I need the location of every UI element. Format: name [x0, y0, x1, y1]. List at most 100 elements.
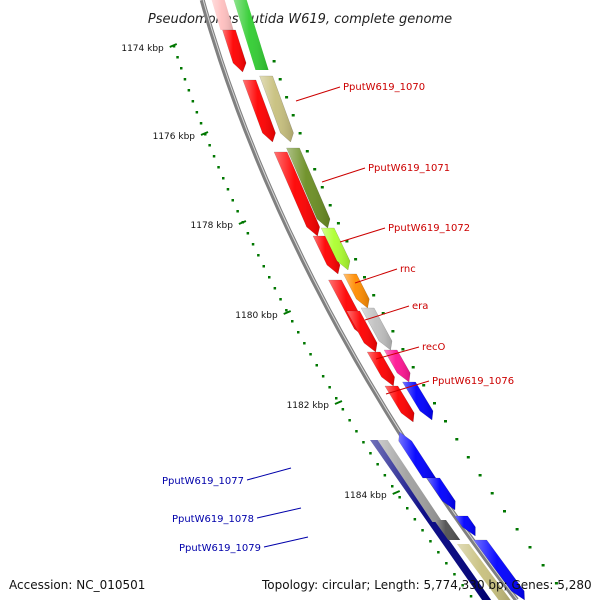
gc-dot-outer: [455, 438, 459, 441]
gc-dot-outer: [466, 456, 470, 459]
gene-label-pputw619_1077: PputW619_1077: [162, 476, 244, 487]
gc-dot-inner: [461, 584, 464, 587]
gc-dot-outer: [363, 276, 366, 279]
gc-dot-outer: [372, 294, 376, 297]
gc-dot-inner: [246, 232, 250, 235]
gc-dot-inner: [199, 122, 203, 125]
gc-dot-inner: [413, 518, 417, 521]
gc-dot-inner: [257, 254, 260, 257]
gene-label-pputw619_1072: PputW619_1072: [388, 223, 470, 234]
gc-dot-inner: [321, 375, 325, 378]
gc-dot-outer: [444, 420, 447, 423]
cds-arrow-shade: [426, 478, 456, 510]
gene-label-pputw619_1079: PputW619_1079: [179, 543, 261, 554]
gc-dot-inner: [437, 551, 440, 554]
gene-label-reco: recO: [422, 342, 446, 353]
gc-skew-dots: [172, 45, 558, 598]
leader-line: [263, 536, 309, 548]
leader-line: [321, 167, 366, 183]
gc-dot-inner: [262, 265, 265, 268]
kbp-tick-label: 1176 kbp: [153, 132, 196, 142]
leader-line: [375, 346, 420, 360]
gc-dot-outer: [411, 366, 415, 369]
kbp-tick-mark: [283, 310, 292, 315]
gene-arrow-pputw619_1076-shade: [402, 382, 433, 420]
gene-band-shade: [457, 544, 511, 600]
leader-line: [295, 86, 341, 102]
gc-dot-inner: [291, 320, 294, 323]
gc-dot-outer: [528, 546, 532, 549]
gc-dot-inner: [309, 353, 312, 356]
cds-arrow-shade: [222, 30, 247, 72]
gene-band-shade: [233, 0, 269, 70]
gc-dot-inner: [303, 342, 306, 345]
gc-dot-outer: [503, 510, 506, 513]
gc-dot-outer: [313, 168, 317, 171]
gc-dot-outer: [422, 384, 426, 387]
gc-dot-inner: [191, 100, 195, 103]
gc-dot-outer: [328, 204, 332, 207]
leader-line: [246, 467, 292, 481]
leader-line: [354, 268, 398, 284]
gc-dot-inner: [445, 562, 448, 565]
gene-labels: PputW619_1070 PputW619_1071 PputW619_1072r…: [162, 82, 514, 554]
gc-dot-inner: [421, 529, 424, 532]
gc-dot-inner: [273, 287, 277, 290]
gc-dot-inner: [369, 452, 372, 455]
gc-dot-inner: [195, 111, 199, 114]
kbp-tick-mark: [200, 131, 209, 136]
gc-dot-outer: [433, 402, 436, 405]
gc-dot-inner: [335, 397, 338, 400]
gc-dot-inner: [469, 595, 473, 598]
accession-text: Accession: NC_010501: [9, 578, 146, 592]
gc-dot-inner: [183, 78, 187, 81]
gc-dot-outer: [401, 348, 405, 351]
gc-dot-outer: [554, 582, 558, 585]
kbp-tick-mark: [392, 490, 401, 495]
gc-dot-inner: [208, 144, 211, 147]
gc-dot-outer: [381, 312, 385, 315]
gc-dot-inner: [429, 540, 432, 543]
gc-dot-inner: [222, 177, 225, 180]
gc-dot-outer: [278, 78, 282, 81]
cds-arrow-shade: [384, 386, 415, 422]
topology-text: Topology: circular; Length: 5,774,330 bp…: [262, 578, 592, 592]
gc-dot-outer: [272, 60, 276, 63]
gene-arrow-reco-shade: [384, 350, 411, 382]
gc-dot-inner: [226, 188, 230, 191]
leader-line: [364, 305, 410, 321]
kbp-tick-mark: [169, 43, 178, 48]
cds-arrow-shade: [313, 236, 340, 274]
cds-arrow-shade: [473, 540, 525, 600]
gene-label-pputw619_1076: PputW619_1076: [432, 376, 514, 387]
gc-dot-inner: [376, 463, 379, 466]
gc-dot-outer: [320, 186, 324, 189]
gc-dot-inner: [297, 331, 300, 334]
gene-arrow-rnc-shade: [343, 274, 370, 308]
gc-dot-inner: [328, 386, 331, 389]
gene-arrow-pputw619_1072-shade: [321, 228, 350, 270]
gc-dot-outer: [298, 132, 302, 135]
gc-dot-inner: [285, 309, 288, 312]
gc-dot-inner: [279, 298, 282, 301]
gc-dot-inner: [391, 485, 394, 488]
gc-dot-outer: [541, 564, 545, 567]
cds-arrow-shade: [398, 432, 436, 478]
gc-dot-inner: [268, 276, 271, 279]
gc-dot-inner: [236, 210, 239, 213]
gc-dot-outer: [515, 528, 519, 531]
cds-arrow-shade: [211, 0, 234, 30]
gc-dot-inner: [398, 496, 401, 499]
gc-dot-inner: [315, 364, 318, 367]
gc-dot-outer: [354, 258, 358, 261]
kbp-ticks: 1174 kbp 1176 kbp 1178 kbp 1180 kbp 1182 kbp…: [121, 43, 401, 501]
gc-dot-outer: [478, 474, 482, 477]
gc-dot-inner: [355, 430, 358, 433]
gene-label-pputw619_1078: PputW619_1078: [172, 514, 254, 525]
cds-arrow-shade: [454, 516, 476, 536]
gene-band-shade: [370, 440, 492, 600]
gc-dot-outer: [305, 150, 309, 153]
leader-line: [385, 380, 430, 395]
kbp-tick-label: 1174 kbp: [121, 44, 164, 54]
